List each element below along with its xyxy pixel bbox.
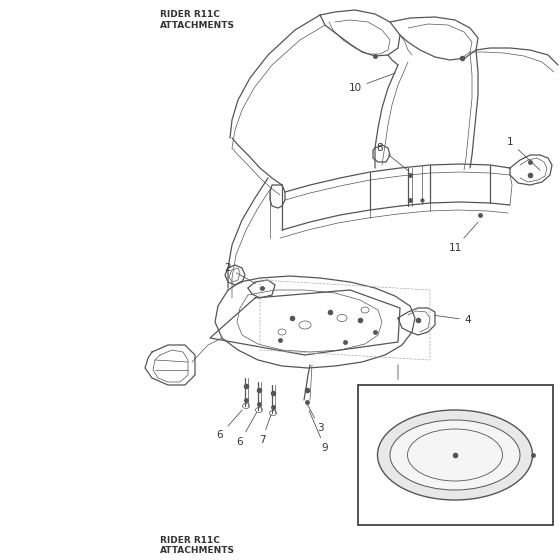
Text: 8: 8 [377, 143, 408, 170]
Text: 11: 11 [449, 222, 478, 253]
Text: ATTACHMENTS: ATTACHMENTS [160, 547, 235, 556]
Bar [358, 385, 553, 525]
Text: RIDER R11C: RIDER R11C [160, 10, 220, 19]
Text: 1: 1 [507, 137, 540, 170]
Text: 6: 6 [237, 412, 256, 447]
Text: 2: 2 [225, 263, 255, 283]
Ellipse shape [377, 410, 533, 500]
Text: ATTACHMENTS: ATTACHMENTS [160, 21, 235, 30]
Text: 9: 9 [309, 410, 328, 453]
Text: 7: 7 [259, 414, 271, 445]
Text: 3: 3 [306, 403, 323, 433]
Text: 4: 4 [435, 315, 472, 325]
Text: 10: 10 [348, 73, 395, 93]
Text: 5: 5 [395, 365, 402, 395]
Text: RIDER R11C: RIDER R11C [160, 536, 220, 545]
Text: 6: 6 [217, 410, 242, 440]
Ellipse shape [390, 420, 520, 490]
